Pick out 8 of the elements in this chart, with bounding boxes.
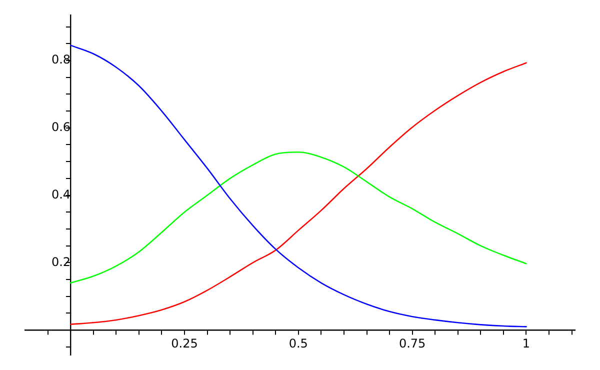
x-tick-label: 0.25 — [171, 336, 198, 350]
y-tick-label: 0.6 — [51, 120, 71, 134]
y-tick-label: 0.8 — [51, 52, 71, 67]
line-series — [70, 151, 527, 284]
x-tick-label: 0.75 — [398, 336, 426, 350]
y-tick-label: 0.2 — [51, 254, 71, 269]
x-tick-label: 0.5 — [288, 336, 308, 350]
x-tick-label: 1 — [522, 336, 530, 350]
